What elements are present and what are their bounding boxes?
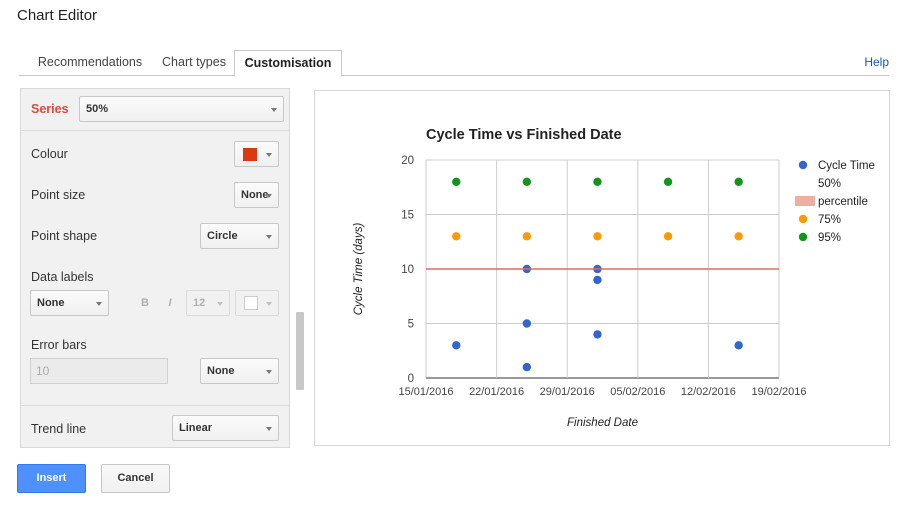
series-select[interactable]: 50% — [79, 96, 284, 122]
insert-button[interactable]: Insert — [17, 464, 86, 493]
legend-marker — [795, 196, 815, 206]
data-point — [734, 232, 743, 241]
x-tick-label: 05/02/2016 — [610, 386, 665, 398]
dialog-title: Chart Editor — [17, 7, 98, 24]
y-tick-label: 20 — [401, 155, 414, 167]
data-point — [522, 177, 532, 186]
data-labels-label: Data labels — [31, 270, 94, 284]
series-header: Series 50% — [21, 89, 289, 131]
point-size-label: Point size — [31, 188, 86, 202]
text-color-select[interactable] — [235, 290, 279, 316]
point-shape-label: Point shape — [31, 229, 98, 243]
data-point — [593, 275, 602, 285]
chevron-down-icon — [266, 194, 272, 198]
data-labels-value: None — [37, 297, 65, 309]
legend-label: 50% — [818, 178, 841, 190]
chevron-down-icon — [271, 108, 277, 112]
tab-customisation[interactable]: Customisation — [234, 50, 342, 77]
legend-label: 95% — [818, 232, 841, 244]
legend-label: Cycle Time — [818, 160, 875, 172]
y-axis-label: Cycle Time (days) — [353, 223, 365, 316]
legend-marker — [798, 160, 808, 170]
x-tick-label: 22/01/2016 — [469, 386, 524, 398]
series-label: Series — [31, 102, 69, 116]
data-point — [734, 177, 743, 186]
chevron-down-icon — [266, 302, 272, 306]
x-tick-label: 19/02/2016 — [751, 386, 806, 398]
point-size-value: None — [241, 189, 269, 201]
chevron-down-icon — [217, 302, 223, 306]
font-size-select[interactable]: 12 — [186, 290, 230, 316]
tab-recommendations[interactable]: Recommendations — [37, 55, 143, 69]
data-point — [522, 319, 532, 328]
data-point — [663, 232, 673, 241]
data-point — [593, 177, 602, 186]
legend-label: percentile — [818, 196, 868, 208]
error-bars-select[interactable]: None — [200, 358, 279, 384]
font-size-value: 12 — [193, 297, 206, 309]
legend-label: 75% — [818, 214, 841, 226]
data-point — [593, 232, 602, 241]
y-tick-label: 5 — [408, 319, 414, 331]
chevron-down-icon — [266, 235, 272, 239]
legend-marker — [798, 214, 808, 224]
error-bars-input[interactable]: 10 — [30, 358, 168, 384]
point-shape-select[interactable]: Circle — [200, 223, 279, 249]
cancel-button[interactable]: Cancel — [101, 464, 170, 493]
bold-button[interactable]: B — [141, 297, 149, 309]
italic-button[interactable]: I — [168, 297, 172, 309]
x-tick-label: 12/02/2016 — [681, 386, 736, 398]
legend-marker — [798, 232, 808, 242]
colour-label: Colour — [31, 147, 68, 161]
panel-scrollbar[interactable] — [296, 312, 304, 390]
data-point — [452, 177, 461, 186]
tab-bar: Recommendations Chart types Customisatio… — [19, 50, 889, 77]
y-tick-label: 0 — [408, 373, 414, 385]
x-tick-label: 29/01/2016 — [540, 386, 595, 398]
y-tick-label: 15 — [401, 210, 414, 222]
scatter-chart: Cycle Time vs Finished Date 0 5 10 15 20 15/01… — [353, 127, 875, 429]
y-tick-label: 10 — [401, 264, 414, 276]
text-color-swatch — [244, 296, 258, 310]
chevron-down-icon — [96, 302, 102, 306]
trend-line-select[interactable]: Linear — [172, 415, 279, 441]
x-axis-label: Finished Date — [567, 417, 638, 429]
chevron-down-icon — [266, 370, 272, 374]
chevron-down-icon — [266, 153, 272, 157]
trend-line-label: Trend line — [31, 422, 87, 436]
section-divider — [21, 405, 289, 406]
data-point — [593, 330, 602, 339]
trend-line-value: Linear — [179, 422, 213, 434]
customisation-panel: Series 50% Colour Point size None Point … — [20, 88, 290, 448]
help-link[interactable]: Help — [864, 55, 889, 69]
data-point — [452, 232, 461, 241]
chart-preview: Cycle Time vs Finished Date 0 5 10 15 20 15/01… — [314, 90, 890, 446]
chevron-down-icon — [266, 427, 272, 431]
series-select-value: 50% — [86, 103, 109, 115]
error-bars-label: Error bars — [31, 338, 87, 352]
colour-swatch — [243, 148, 257, 161]
error-bars-value: None — [207, 365, 235, 377]
point-shape-value: Circle — [207, 230, 238, 242]
data-labels-select[interactable]: None — [30, 290, 109, 316]
data-point — [522, 232, 532, 241]
x-tick-label: 15/01/2016 — [398, 386, 453, 398]
data-point — [663, 177, 673, 186]
data-point — [734, 341, 743, 350]
chart-title: Cycle Time vs Finished Date — [426, 127, 622, 143]
point-size-select[interactable]: None — [234, 182, 279, 208]
tab-chart-types[interactable]: Chart types — [162, 55, 226, 69]
data-point — [522, 362, 532, 372]
colour-picker[interactable] — [234, 141, 279, 167]
data-point — [452, 341, 461, 350]
